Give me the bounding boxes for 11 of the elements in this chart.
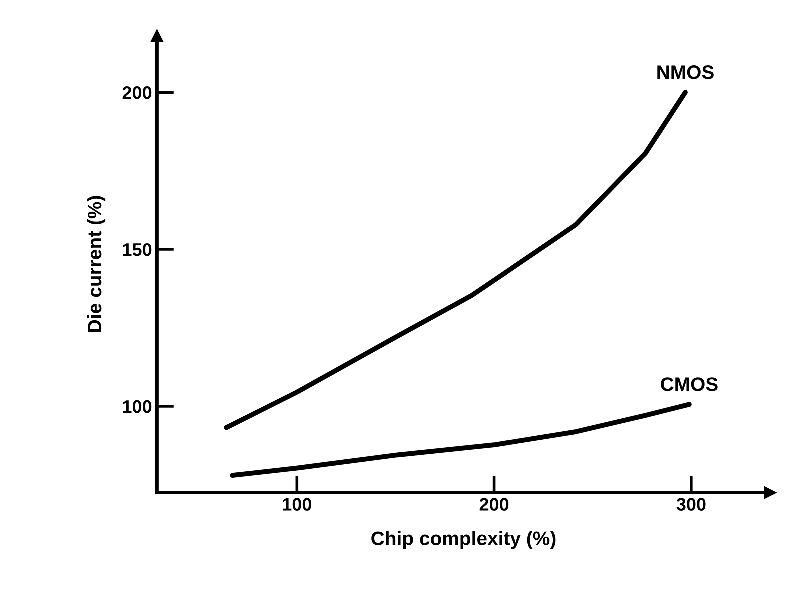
y-tick-label: 100 <box>123 400 152 414</box>
series-label: CMOS <box>661 378 718 392</box>
y-axis-title: Die current (%) <box>87 196 106 332</box>
line-series <box>230 402 692 478</box>
x-tick-label: 300 <box>676 498 706 511</box>
x-tick-label: 100 <box>283 498 312 511</box>
x-axis-title: Chip complexity (%) <box>372 531 556 550</box>
y-tick-label: 150 <box>123 243 152 256</box>
y-tick-label: 200 <box>122 86 152 100</box>
series-label: NMOS <box>658 66 714 80</box>
x-tick-label: 200 <box>480 498 509 511</box>
